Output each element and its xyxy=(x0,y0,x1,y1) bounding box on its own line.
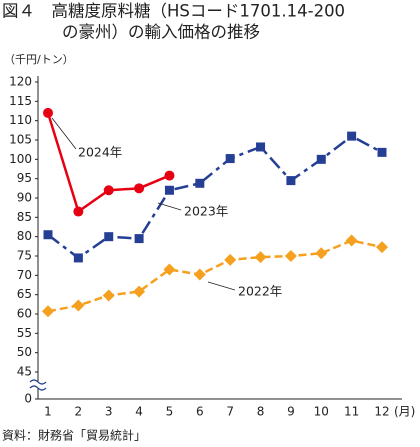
x-tick-label: 12 xyxy=(374,405,389,419)
marker xyxy=(72,299,85,312)
leader-line xyxy=(157,202,182,211)
series-label: 2022年 xyxy=(238,284,282,299)
y-tick-label: 45 xyxy=(17,365,32,379)
marker xyxy=(345,234,358,247)
series-label: 2024年 xyxy=(78,145,122,160)
x-tick-label: 1 xyxy=(44,405,52,419)
y-tick-label: 60 xyxy=(17,307,32,321)
y-tick-label: 90 xyxy=(17,191,32,205)
y-tick-label: 50 xyxy=(17,345,32,359)
marker xyxy=(316,154,326,164)
y-tick-label: 55 xyxy=(17,326,32,340)
axis-break xyxy=(29,385,47,391)
series-label: 2023年 xyxy=(184,204,228,219)
y-tick-label: 105 xyxy=(9,133,32,147)
x-tick-label: 7 xyxy=(226,405,234,419)
y-axis-label: （千円/トン） xyxy=(4,53,74,66)
marker xyxy=(134,183,145,194)
marker xyxy=(73,253,83,263)
x-tick-label: 5 xyxy=(166,405,174,419)
y-tick-label: 0 xyxy=(24,392,32,406)
chart-title: 図４ 高糖度原料糖（HSコード1701.14-200 xyxy=(2,2,345,21)
leader-line xyxy=(51,117,77,150)
x-tick-label: 2 xyxy=(75,405,83,419)
marker xyxy=(163,263,176,276)
marker xyxy=(195,178,205,188)
y-tick-label: 85 xyxy=(17,210,32,224)
x-tick-label: 9 xyxy=(287,405,295,419)
marker xyxy=(43,230,53,240)
x-tick-label: 11 xyxy=(344,405,359,419)
marker xyxy=(193,268,206,281)
y-tick-label: 80 xyxy=(17,229,32,243)
series-line xyxy=(47,239,383,313)
y-tick-label: 95 xyxy=(17,171,32,185)
x-tick-label: 10 xyxy=(314,405,329,419)
marker xyxy=(377,147,387,157)
marker xyxy=(376,241,388,254)
marker xyxy=(134,234,144,244)
axis-break xyxy=(29,379,47,385)
marker xyxy=(103,185,114,196)
marker xyxy=(104,232,114,242)
x-tick-label: 8 xyxy=(257,405,265,419)
y-tick-label: 75 xyxy=(17,249,32,263)
marker xyxy=(225,154,235,164)
marker xyxy=(286,176,296,186)
x-tick-label: 4 xyxy=(135,405,143,419)
marker xyxy=(224,253,237,266)
x-tick-label: 6 xyxy=(196,405,204,419)
marker xyxy=(42,305,54,318)
series-line xyxy=(46,112,170,214)
x-tick-label: 3 xyxy=(105,405,113,419)
leader-line xyxy=(207,281,236,291)
marker xyxy=(102,289,115,302)
source: 資料：財務省「貿易統計」 xyxy=(2,428,146,443)
marker xyxy=(284,250,297,262)
marker xyxy=(315,247,328,260)
marker xyxy=(73,206,84,217)
y-tick-label: 110 xyxy=(9,113,32,127)
series-line xyxy=(47,134,383,260)
y-tick-label: 100 xyxy=(9,152,32,166)
axis-break-gap xyxy=(30,382,46,388)
marker xyxy=(347,131,357,141)
marker xyxy=(254,251,267,264)
chart-title: の豪州）の輸入価格の推移 xyxy=(62,22,260,42)
marker xyxy=(164,170,175,181)
marker xyxy=(256,142,266,152)
marker xyxy=(43,107,53,118)
y-tick-label: 120 xyxy=(9,75,32,89)
marker xyxy=(133,285,146,298)
x-axis-label: (月) xyxy=(394,405,415,419)
marker xyxy=(164,185,174,195)
y-tick-label: 65 xyxy=(17,287,32,301)
y-tick-label: 70 xyxy=(17,268,32,282)
y-tick-label: 115 xyxy=(9,94,32,108)
